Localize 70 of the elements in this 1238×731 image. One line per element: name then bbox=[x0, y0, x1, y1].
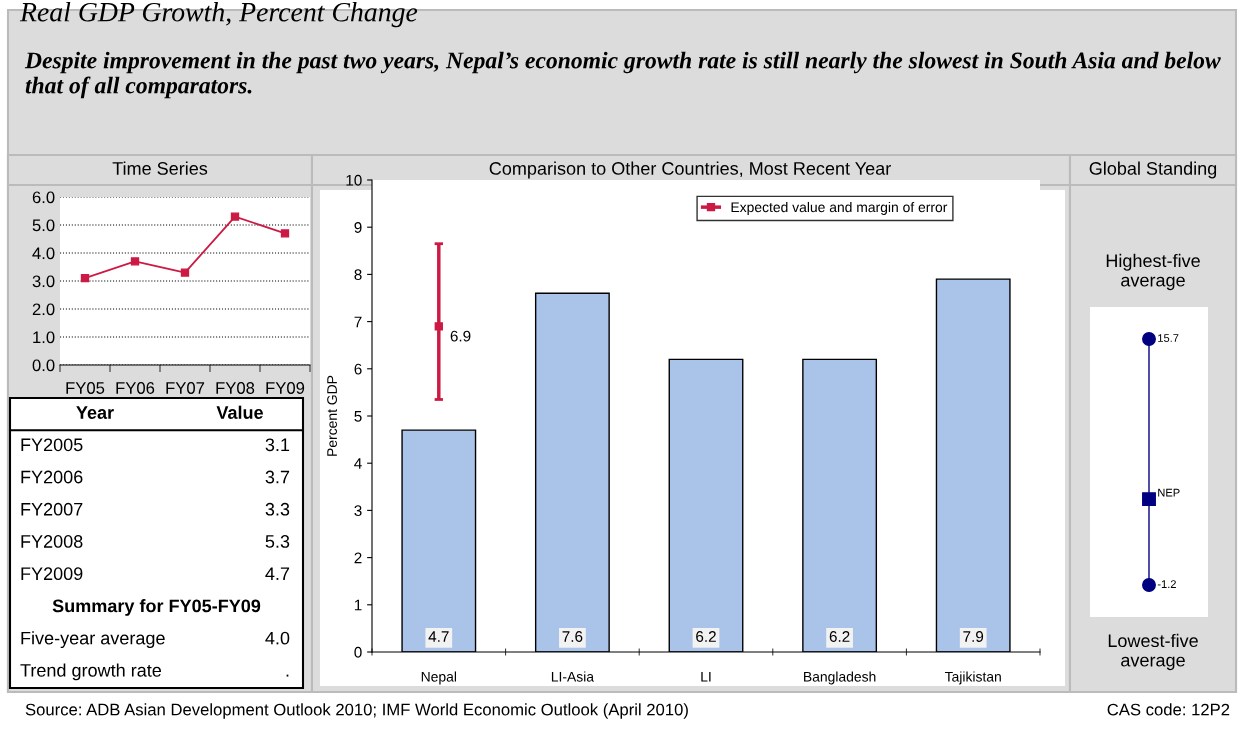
data-label: 7.6 bbox=[562, 631, 583, 642]
y-tick-label: 9 bbox=[354, 222, 362, 233]
point bbox=[80, 274, 90, 283]
x-tick-label: FY07 bbox=[166, 382, 205, 394]
category-label: Value bbox=[216, 405, 263, 419]
y-tick-label: 2.0 bbox=[32, 303, 55, 316]
source-note: Source: ADB Asian Development Outlook 2010; IMF World Economic Outlook (April 2010) bbox=[25, 703, 688, 719]
category-label: FY2007 bbox=[21, 502, 83, 516]
y-tick-label: 6 bbox=[354, 363, 362, 375]
data-label: 7.9 bbox=[963, 631, 984, 642]
x-tick-label: FY09 bbox=[266, 382, 305, 394]
text: CAS code: 12P2 bbox=[1107, 703, 1230, 716]
point bbox=[180, 268, 190, 277]
text: 5.3 bbox=[265, 535, 290, 548]
text: 3.1 bbox=[265, 438, 290, 452]
data-label: 6.9 bbox=[450, 330, 471, 342]
chart-title: Comparison to Other Countries, Most Recent Year bbox=[489, 161, 891, 179]
x-tick-label: Bangladesh bbox=[804, 671, 876, 685]
data-label: 6.2 bbox=[696, 631, 716, 642]
data-label: 6.2 bbox=[829, 631, 850, 642]
point bbox=[280, 229, 290, 238]
text: 3.7 bbox=[265, 470, 290, 484]
y-tick-label: 5 bbox=[354, 411, 362, 422]
y-tick-label: 5.0 bbox=[32, 219, 55, 232]
y-tick-label: 4.0 bbox=[32, 247, 55, 260]
data-label: 4.7 bbox=[428, 631, 449, 642]
y-tick-label: 2 bbox=[354, 552, 362, 564]
category-label: FY2006 bbox=[21, 470, 83, 484]
x-tick-label: FY06 bbox=[116, 382, 155, 394]
y-tick-label: 4 bbox=[354, 458, 362, 469]
chart-title: Time Series bbox=[112, 161, 208, 175]
text: 4.0 bbox=[265, 631, 290, 645]
x-tick-label: LI bbox=[701, 671, 711, 682]
y-tick-label: 7 bbox=[354, 316, 362, 328]
text: Despite improvement in the past two years, Nepal’s economic growth rate is still nearly the slowest in South Asia and below that of all comparators. bbox=[24, 51, 1221, 99]
x-tick-label: Tajikistan bbox=[944, 671, 1001, 685]
x-tick-label: FY05 bbox=[66, 382, 105, 394]
category-label: Year bbox=[76, 406, 114, 419]
text: . bbox=[286, 674, 289, 677]
y-tick-label: 3 bbox=[354, 505, 362, 517]
y-tick-label: 6.0 bbox=[32, 191, 55, 204]
category-label: Summary for FY05-FY09 bbox=[52, 599, 261, 616]
y-tick-label: 8 bbox=[354, 269, 362, 281]
text: 4.7 bbox=[265, 567, 290, 580]
y-axis-title: Percent GDP bbox=[327, 375, 337, 456]
data-label: -1.2 bbox=[1157, 580, 1176, 588]
x-tick-label: LI-Asia bbox=[551, 671, 595, 682]
text: Highest-five average bbox=[1106, 253, 1200, 291]
y-tick-label: 3.0 bbox=[32, 275, 55, 288]
y-tick-label: 1 bbox=[354, 599, 362, 611]
category-label: Trend growth rate bbox=[20, 663, 162, 681]
category-label: Five-year average bbox=[21, 631, 165, 649]
category-label: FY2005 bbox=[21, 438, 83, 452]
category-label: FY2008 bbox=[21, 535, 83, 548]
data-label: 15.7 bbox=[1158, 334, 1179, 342]
text: Real GDP Growth, Percent Change bbox=[19, 2, 418, 28]
y-tick-label: 10 bbox=[346, 174, 362, 186]
legend-label: Expected value and margin of error bbox=[731, 201, 948, 215]
y-tick-label: 0 bbox=[354, 646, 362, 658]
y-tick-label: 0.0 bbox=[32, 359, 55, 372]
category-label: FY2009 bbox=[21, 567, 83, 581]
point bbox=[230, 212, 240, 221]
data-label: NEP bbox=[1158, 488, 1180, 497]
point bbox=[130, 257, 140, 266]
y-tick-label: 1.0 bbox=[33, 331, 55, 344]
x-tick-label: Nepal bbox=[421, 671, 457, 685]
text: Lowest-five average bbox=[1108, 633, 1198, 671]
x-tick-label: FY08 bbox=[216, 382, 255, 394]
text: Global Standing bbox=[1089, 161, 1217, 179]
text: 3.3 bbox=[265, 502, 290, 516]
